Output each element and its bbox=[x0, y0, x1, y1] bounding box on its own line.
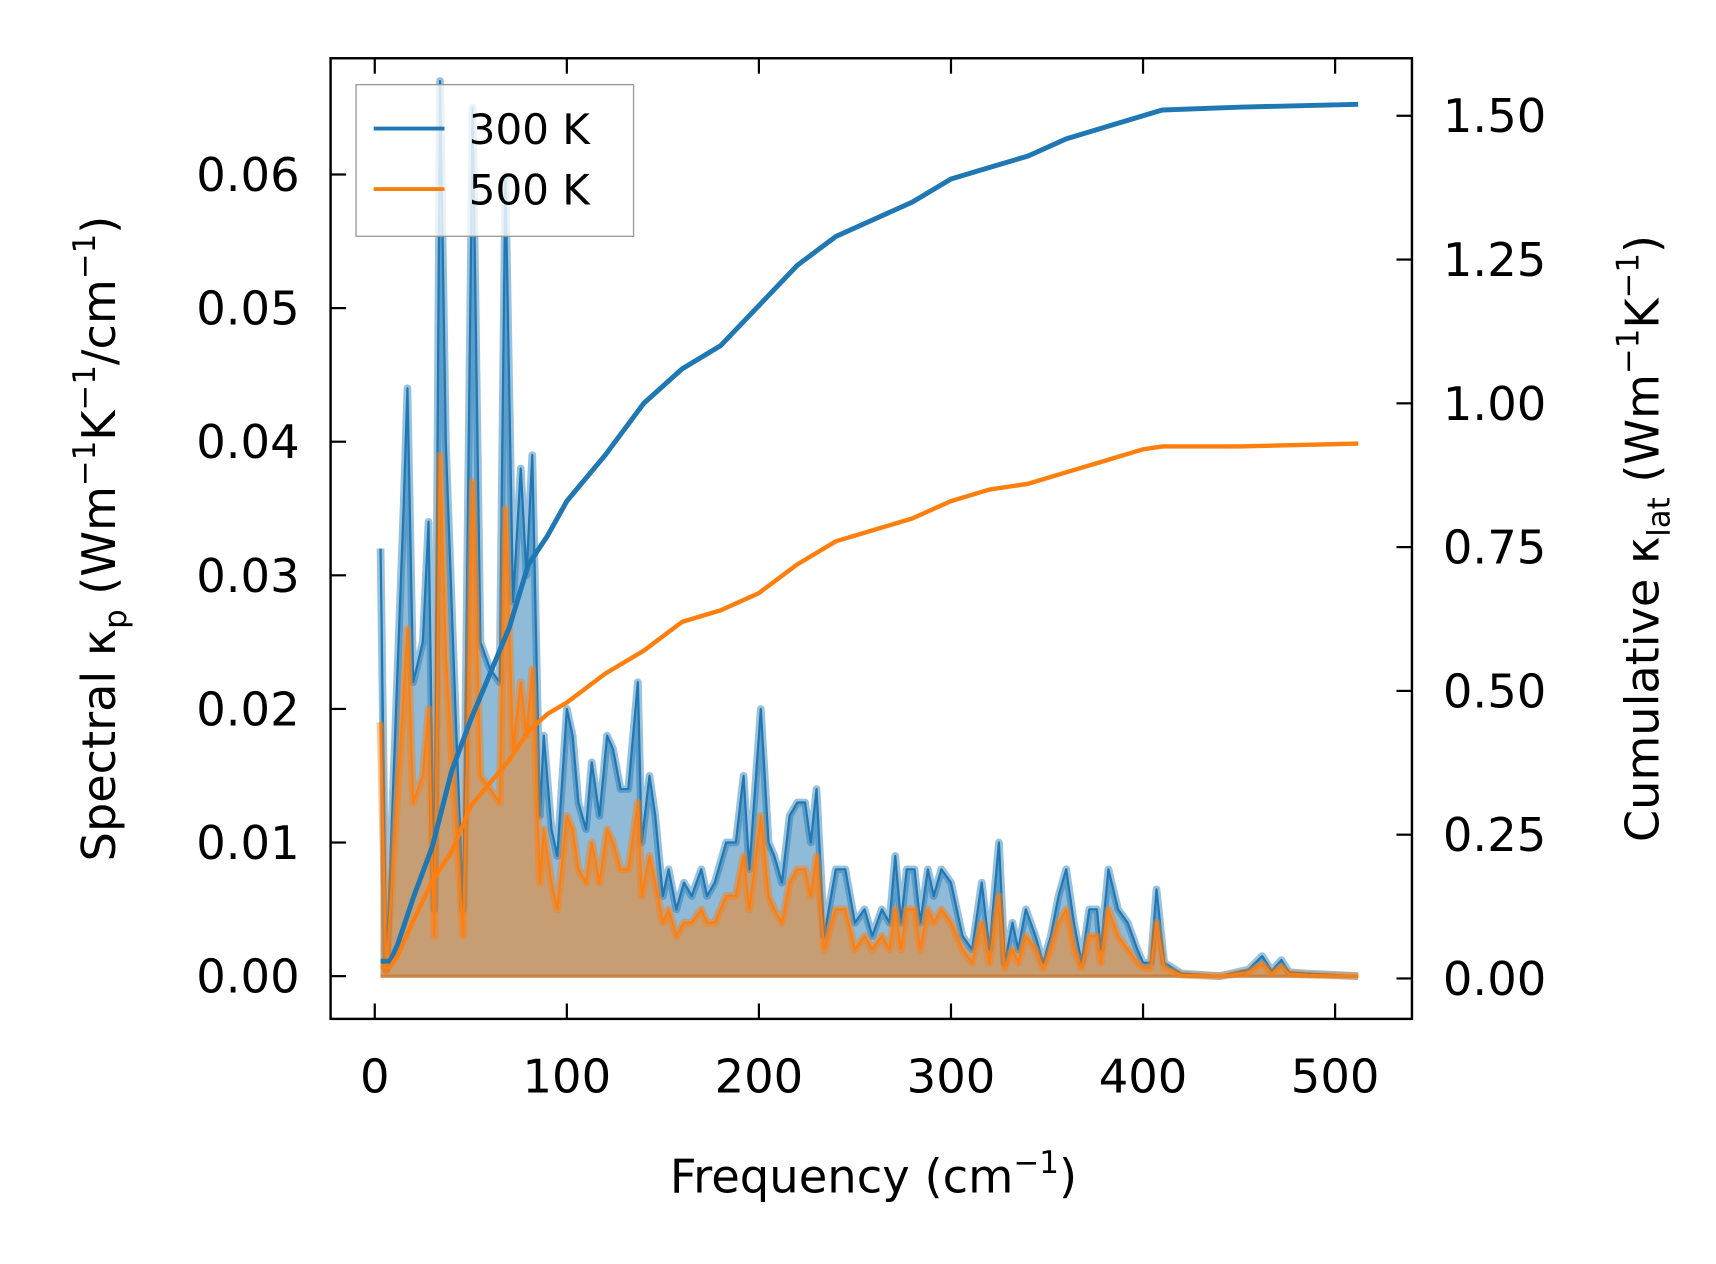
y-axis-left-label: Spectral κp (Wm−1K−1/cm−1) bbox=[67, 216, 134, 862]
y-left-tick-label: 0.04 bbox=[196, 415, 299, 469]
x-tick-label: 500 bbox=[1291, 1050, 1380, 1104]
series-lines bbox=[376, 77, 1359, 980]
x-tick-label: 300 bbox=[907, 1050, 996, 1104]
x-tick-label: 400 bbox=[1099, 1050, 1188, 1104]
y-right-tick-label: 0.25 bbox=[1443, 808, 1546, 862]
x-tick-label: 0 bbox=[360, 1050, 390, 1104]
y-right-tick-label: 1.25 bbox=[1443, 233, 1546, 287]
spectral-line-300k bbox=[379, 79, 1359, 978]
y-right-tick-label: 1.50 bbox=[1443, 89, 1546, 143]
legend-box bbox=[355, 83, 635, 237]
y-left-tick-label: 0.06 bbox=[196, 148, 299, 202]
legend-label-300k: 300 K bbox=[469, 105, 592, 154]
legend: 300 K 500 K bbox=[355, 83, 635, 237]
x-tick-label: 200 bbox=[715, 1050, 804, 1104]
spectral-line-500k bbox=[379, 453, 1359, 978]
y-axis-right-label: Cumulative κlat (Wm−1K−1) bbox=[1611, 235, 1678, 842]
y-right-tick-label: 0.75 bbox=[1443, 521, 1546, 575]
y-left-tick-label: 0.02 bbox=[196, 683, 299, 737]
x-tick-label: 100 bbox=[523, 1050, 612, 1104]
cumulative-line-300k bbox=[380, 101, 1359, 964]
legend-label-500k: 500 K bbox=[469, 166, 592, 215]
x-axis-label: Frequency (cm−1) bbox=[670, 1145, 1077, 1204]
y-right-tick-label: 1.00 bbox=[1443, 377, 1546, 431]
y-left-tick-label: 0.05 bbox=[196, 282, 299, 336]
y-left-tick-label: 0.01 bbox=[196, 816, 299, 870]
spectral-fill-500k bbox=[380, 455, 1359, 977]
y-right-tick-label: 0.00 bbox=[1443, 952, 1546, 1006]
axis-ticks: 0 100 200 300 400 500 0.00 0.01 0.02 0.03 0.04 0.05… bbox=[196, 58, 1546, 1104]
y-left-tick-label: 0.03 bbox=[196, 549, 299, 603]
y-right-tick-label: 0.50 bbox=[1443, 665, 1546, 719]
axes-frame bbox=[329, 57, 1414, 1021]
spectral-fills bbox=[380, 81, 1359, 977]
cumulative-line-500k bbox=[380, 441, 1359, 970]
y-left-tick-label: 0.00 bbox=[196, 950, 299, 1004]
